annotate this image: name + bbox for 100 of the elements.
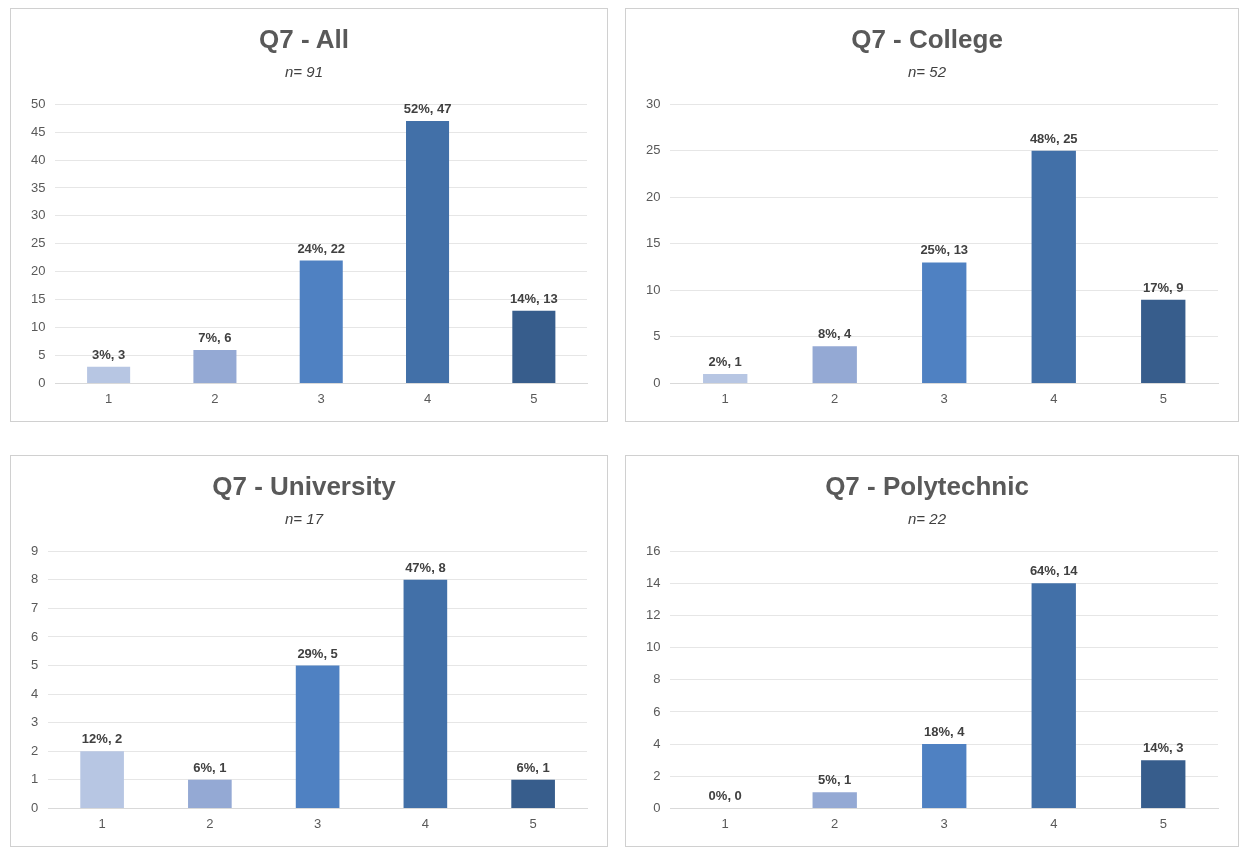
x-tick-label: 3 (940, 815, 948, 831)
data-label: 48%, 25 (1029, 130, 1078, 146)
y-tick-label: 6 (31, 628, 39, 644)
bar (403, 579, 448, 808)
y-tick-label: 4 (653, 735, 661, 751)
bar (812, 346, 857, 383)
y-tick-label: 9 (31, 542, 39, 558)
data-label: 25%, 13 (920, 242, 969, 258)
data-label: 6%, 1 (516, 759, 550, 775)
x-tick-label: 3 (317, 390, 325, 406)
data-label: 17%, 9 (1143, 279, 1184, 295)
y-tick-label: 25 (30, 235, 46, 251)
y-tick-label: 7 (31, 599, 39, 615)
x-tick-label: 1 (721, 815, 729, 831)
y-tick-label: 3 (31, 714, 39, 730)
chart-title: Q7 - Polytechnic (825, 470, 1029, 501)
bar (1031, 583, 1076, 808)
bar (512, 310, 556, 383)
y-tick-label: 0 (31, 799, 39, 815)
x-tick-label: 1 (721, 390, 729, 406)
chart-subtitle: n= 91 (285, 63, 323, 81)
bar (1031, 150, 1076, 383)
y-tick-label: 35 (30, 179, 46, 195)
y-tick-label: 15 (30, 291, 46, 307)
bar (188, 779, 232, 808)
y-tick-label: 5 (31, 657, 39, 673)
y-tick-label: 20 (30, 263, 46, 279)
y-tick-label: 45 (30, 123, 46, 139)
y-tick-label: 30 (645, 95, 661, 111)
x-tick-label: 2 (831, 390, 839, 406)
data-label: 29%, 5 (297, 645, 338, 661)
y-tick-label: 0 (653, 799, 661, 815)
y-tick-label: 4 (31, 685, 39, 701)
bar (193, 349, 237, 383)
bar (812, 792, 857, 808)
bar (922, 262, 967, 383)
data-label: 24%, 22 (297, 240, 346, 256)
bar (511, 779, 555, 808)
x-tick-label: 5 (529, 815, 537, 831)
data-label: 5%, 1 (818, 772, 852, 788)
y-tick-label: 5 (38, 347, 46, 363)
data-label: 14%, 13 (509, 290, 558, 306)
y-tick-label: 0 (38, 374, 46, 390)
x-tick-label: 4 (1050, 815, 1058, 831)
x-tick-label: 4 (421, 815, 429, 831)
x-tick-label: 2 (206, 815, 214, 831)
y-tick-label: 10 (645, 639, 661, 655)
data-label: 47%, 8 (405, 559, 446, 575)
y-tick-label: 25 (645, 142, 661, 158)
x-tick-label: 5 (1159, 815, 1167, 831)
chart-subtitle: n= 17 (285, 510, 324, 528)
bar (1141, 299, 1186, 383)
bar (299, 260, 343, 383)
bar (1141, 760, 1186, 808)
y-tick-label: 10 (645, 281, 661, 297)
bar (80, 751, 124, 808)
chart-subtitle: n= 52 (908, 63, 947, 81)
data-label: 3%, 3 (91, 346, 126, 362)
data-label: 64%, 14 (1029, 563, 1079, 579)
data-label: 7%, 6 (198, 329, 232, 345)
y-tick-label: 40 (30, 151, 46, 167)
x-tick-label: 1 (105, 390, 113, 406)
chart-subtitle: n= 22 (908, 510, 947, 528)
bar (295, 665, 340, 808)
y-tick-label: 1 (31, 771, 39, 787)
x-tick-label: 3 (940, 390, 948, 406)
x-tick-label: 5 (1159, 390, 1167, 406)
y-tick-label: 8 (31, 571, 39, 587)
x-tick-label: 2 (831, 815, 839, 831)
chart-title: Q7 - University (212, 470, 397, 501)
y-tick-label: 0 (653, 374, 661, 390)
y-tick-label: 5 (653, 328, 661, 344)
bar (406, 120, 450, 383)
y-tick-label: 30 (30, 207, 46, 223)
bar (703, 374, 748, 383)
x-tick-label: 3 (314, 815, 322, 831)
y-tick-label: 14 (645, 574, 661, 590)
x-tick-label: 1 (98, 815, 106, 831)
x-tick-label: 5 (530, 390, 538, 406)
data-label: 0%, 0 (708, 788, 742, 804)
data-label: 12%, 2 (81, 731, 123, 747)
y-tick-label: 20 (645, 188, 661, 204)
chart-title: Q7 - College (851, 23, 1003, 54)
bar (87, 366, 131, 383)
y-tick-label: 10 (30, 319, 46, 335)
y-tick-label: 16 (645, 542, 661, 558)
y-tick-label: 2 (31, 742, 39, 758)
y-tick-label: 15 (645, 235, 661, 251)
y-tick-label: 6 (653, 703, 661, 719)
y-tick-label: 12 (645, 607, 661, 623)
data-label: 14%, 3 (1143, 740, 1184, 756)
x-tick-label: 4 (423, 390, 432, 406)
x-tick-label: 2 (211, 390, 219, 406)
data-label: 18%, 4 (923, 724, 966, 740)
y-tick-label: 50 (30, 95, 46, 111)
y-tick-label: 8 (653, 671, 661, 687)
data-label: 6%, 1 (193, 759, 227, 775)
data-label: 52%, 47 (403, 101, 452, 117)
data-label: 8%, 4 (818, 326, 853, 342)
bar (922, 744, 967, 808)
